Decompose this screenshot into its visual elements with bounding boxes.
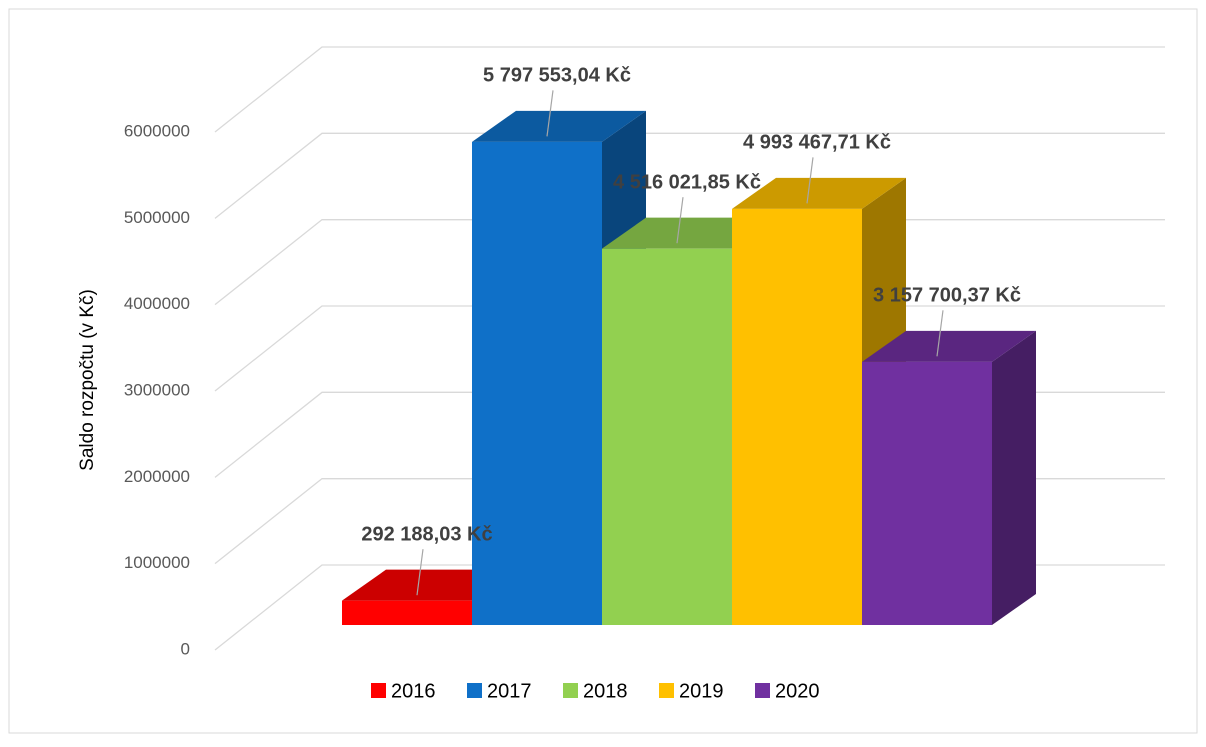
bar-top [472, 110, 646, 142]
legend-label: 2016 [391, 680, 436, 702]
leader-line [806, 157, 814, 204]
bar [472, 141, 602, 625]
data-label: 292 188,03 Kč [361, 523, 492, 545]
legend-swatch [467, 683, 482, 698]
y-axis-title: Saldo rozpočtu (v Kč) [77, 289, 98, 471]
legend-label: 2017 [487, 680, 532, 702]
bar-side [992, 330, 1036, 625]
bar-top [862, 330, 1036, 362]
bar [342, 600, 472, 625]
grid-line [214, 46, 1165, 133]
leader-line [416, 549, 424, 596]
legend-swatch [371, 683, 386, 698]
y-tick-label: 4000000 [124, 294, 190, 313]
bar [862, 361, 992, 625]
data-label: 3 157 700,37 Kč [873, 285, 1021, 307]
y-tick-label: 0 [181, 639, 190, 658]
data-label: 5 797 553,04 Kč [483, 65, 631, 87]
legend-swatch [563, 683, 578, 698]
y-tick-label: 6000000 [124, 121, 190, 140]
bar [732, 208, 862, 625]
bar [602, 248, 732, 625]
y-tick-label: 1000000 [124, 553, 190, 572]
bar-top [732, 177, 906, 209]
data-label: 4 516 021,85 Kč [613, 171, 761, 193]
y-tick-label: 3000000 [124, 380, 190, 399]
grid-line [214, 132, 1165, 219]
leader-line [546, 90, 554, 137]
legend-label: 2018 [583, 680, 628, 702]
y-tick-label: 2000000 [124, 467, 190, 486]
legend-label: 2019 [679, 680, 724, 702]
legend-swatch [659, 683, 674, 698]
legend-label: 2020 [775, 680, 820, 702]
legend-swatch [755, 683, 770, 698]
leader-line [936, 310, 944, 357]
y-tick-label: 5000000 [124, 208, 190, 227]
data-label: 4 993 467,71 Kč [743, 132, 891, 154]
leader-line [676, 197, 684, 244]
